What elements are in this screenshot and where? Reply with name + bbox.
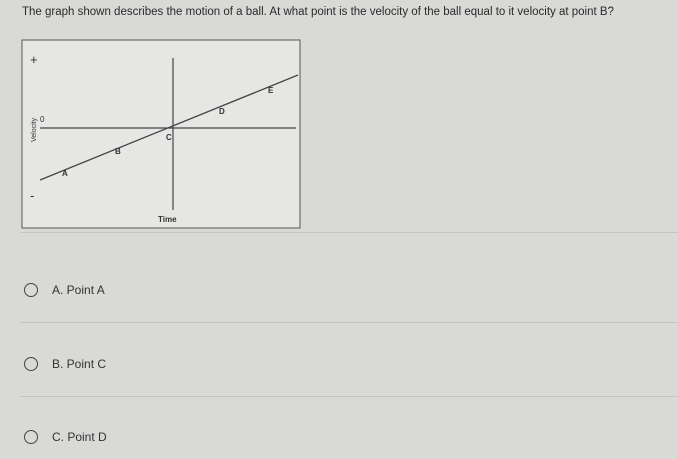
plus-label: + xyxy=(30,52,38,67)
graph-frame xyxy=(21,39,301,229)
answer-option[interactable]: B. Point C xyxy=(24,357,106,371)
option-text: B. Point C xyxy=(52,357,107,371)
radio-button[interactable] xyxy=(24,357,38,371)
x-axis-label: Time xyxy=(158,215,177,224)
point-label: C xyxy=(166,133,172,142)
answer-option[interactable]: A. Point A xyxy=(24,283,105,297)
answer-option[interactable]: C. Point D xyxy=(24,430,107,444)
radio-button[interactable] xyxy=(24,283,38,297)
separator xyxy=(20,396,678,397)
separator xyxy=(20,322,678,323)
point-label: E xyxy=(268,86,274,95)
point-label: D xyxy=(219,107,225,116)
motion-line xyxy=(39,74,299,181)
y-axis-label: Velocity xyxy=(31,117,38,142)
point-label: A xyxy=(62,169,68,178)
separator xyxy=(20,232,678,233)
minus-label: - xyxy=(30,188,34,203)
point-label: B xyxy=(115,147,121,156)
question: The graph shown describes the motion of … xyxy=(22,6,614,18)
option-text: C. Point D xyxy=(52,430,107,444)
radio-button[interactable] xyxy=(24,430,38,444)
zero-label: 0 xyxy=(40,115,45,124)
option-text: A. Point A xyxy=(52,283,105,297)
